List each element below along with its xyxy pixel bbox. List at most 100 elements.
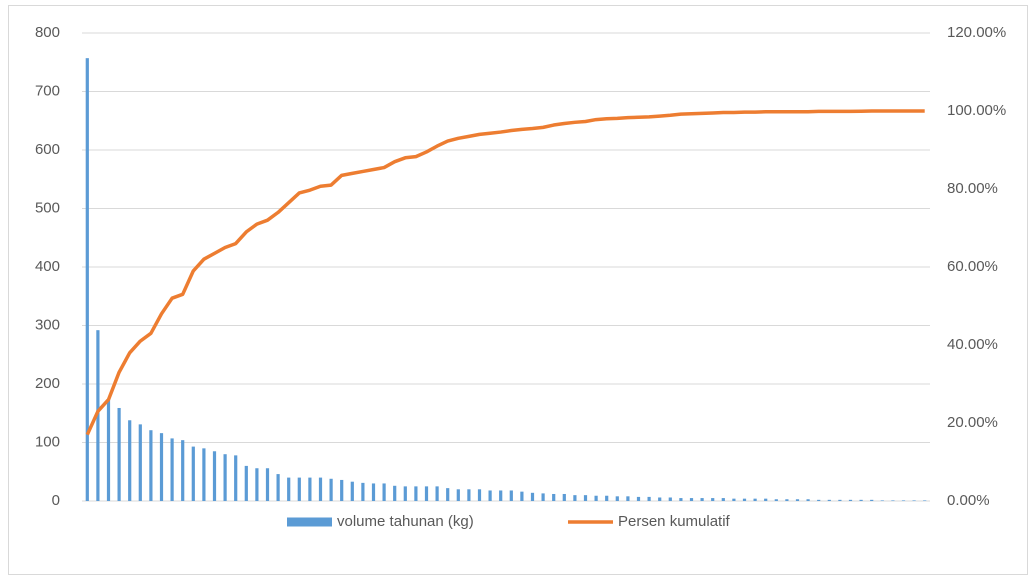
bar — [626, 496, 630, 501]
bar — [912, 500, 916, 501]
bar — [848, 499, 853, 501]
bar — [424, 486, 429, 501]
bar — [191, 446, 195, 501]
bar — [870, 499, 874, 501]
bar — [371, 483, 376, 501]
bar — [488, 490, 492, 501]
bar — [477, 489, 482, 501]
bar — [785, 499, 789, 501]
bar — [817, 499, 821, 501]
bar — [361, 482, 365, 501]
y-tick-label: 600 — [35, 141, 60, 158]
bar — [382, 483, 386, 501]
y-tick-label: 100 — [35, 433, 60, 450]
bar — [668, 497, 672, 501]
bar — [658, 497, 662, 501]
bar — [541, 493, 545, 501]
y2-tick-label: 20.00% — [947, 414, 998, 431]
bar — [265, 468, 270, 501]
bar — [838, 499, 842, 501]
line — [85, 109, 925, 436]
bar — [223, 454, 227, 501]
bar — [456, 489, 460, 501]
bar — [181, 440, 185, 501]
bar — [96, 330, 100, 501]
bar — [923, 500, 927, 501]
bar — [732, 498, 736, 501]
bar — [891, 500, 895, 501]
bar — [350, 481, 354, 501]
bar — [244, 465, 248, 501]
bar — [583, 495, 588, 501]
bar — [329, 478, 333, 501]
bar — [393, 485, 397, 501]
y-tick-label: 200 — [35, 375, 60, 392]
bar — [308, 477, 312, 501]
bar — [520, 491, 524, 501]
bar — [414, 486, 418, 501]
bar — [711, 498, 715, 501]
bar — [647, 496, 651, 501]
legend-swatch — [287, 517, 332, 527]
bar — [795, 499, 800, 501]
y-tick-label: 400 — [35, 258, 60, 275]
bar — [234, 455, 238, 501]
bar — [138, 424, 142, 501]
y-tick-label: 700 — [35, 82, 60, 99]
bar — [202, 448, 206, 501]
bar — [880, 500, 884, 501]
bar — [212, 451, 217, 501]
bar — [276, 474, 280, 501]
bar — [806, 499, 810, 501]
legend-label: Persen kumulatif — [618, 513, 731, 530]
y-tick-label: 0 — [52, 492, 60, 509]
bar — [615, 496, 619, 501]
bar — [530, 492, 535, 501]
y-tick-label: 800 — [35, 24, 60, 41]
bar — [255, 468, 259, 501]
y2-tick-label: 0.00% — [947, 492, 990, 509]
y-tick-label: 300 — [35, 316, 60, 333]
bar — [594, 495, 598, 501]
bar — [117, 407, 121, 501]
bar — [753, 498, 757, 501]
bar — [562, 493, 566, 501]
bar — [679, 498, 683, 501]
bar — [446, 488, 450, 501]
y2-tick-label: 100.00% — [947, 102, 1006, 119]
bar — [170, 438, 174, 501]
bar — [859, 499, 863, 501]
bar — [128, 420, 132, 501]
bar — [159, 433, 164, 501]
bar — [85, 58, 89, 501]
bar — [742, 498, 747, 501]
y-tick-label: 500 — [35, 199, 60, 216]
bar — [403, 486, 407, 501]
bar — [721, 498, 725, 501]
bar — [297, 477, 301, 501]
bar — [700, 498, 704, 501]
chart-frame — [8, 5, 1028, 575]
bar — [149, 430, 153, 501]
y2-tick-label: 120.00% — [947, 24, 1006, 41]
bar — [318, 477, 323, 501]
bar — [573, 495, 577, 501]
legend-label: volume tahunan (kg) — [337, 513, 474, 530]
bar — [509, 490, 513, 501]
bar — [827, 499, 831, 501]
y2-tick-label: 60.00% — [947, 258, 998, 275]
y2-tick-label: 40.00% — [947, 336, 998, 353]
bar — [340, 479, 344, 501]
bar — [689, 498, 694, 501]
bar — [764, 498, 768, 501]
bar — [901, 500, 906, 501]
bar — [106, 398, 111, 501]
y2-tick-label: 80.00% — [947, 180, 998, 197]
bar — [435, 486, 439, 501]
bar — [552, 493, 556, 501]
bar — [499, 490, 503, 501]
bar — [605, 495, 609, 501]
bar — [636, 496, 641, 501]
bar — [774, 499, 778, 501]
